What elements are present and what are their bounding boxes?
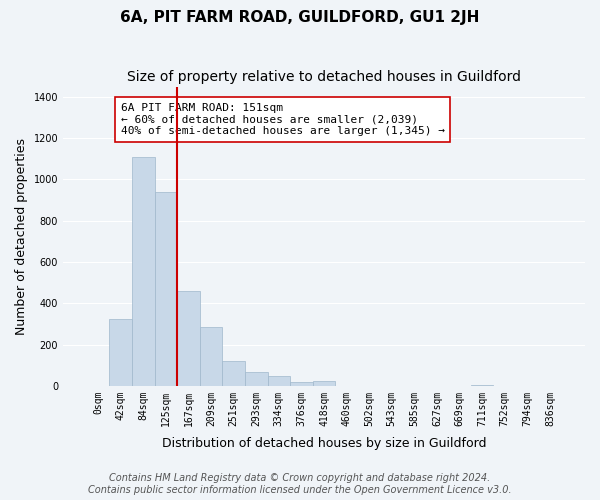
- Bar: [200, 327, 223, 386]
- Y-axis label: Number of detached properties: Number of detached properties: [15, 138, 28, 334]
- Bar: [132, 156, 155, 386]
- Bar: [109, 318, 132, 386]
- Bar: [245, 372, 268, 386]
- Text: 6A, PIT FARM ROAD, GUILDFORD, GU1 2JH: 6A, PIT FARM ROAD, GUILDFORD, GU1 2JH: [121, 10, 479, 25]
- Title: Size of property relative to detached houses in Guildford: Size of property relative to detached ho…: [127, 70, 521, 84]
- Bar: [155, 192, 177, 386]
- Bar: [290, 382, 313, 386]
- Bar: [223, 361, 245, 386]
- Bar: [471, 384, 493, 386]
- Bar: [313, 381, 335, 386]
- Text: Contains HM Land Registry data © Crown copyright and database right 2024.
Contai: Contains HM Land Registry data © Crown c…: [88, 474, 512, 495]
- Text: 6A PIT FARM ROAD: 151sqm
← 60% of detached houses are smaller (2,039)
40% of sem: 6A PIT FARM ROAD: 151sqm ← 60% of detach…: [121, 103, 445, 136]
- X-axis label: Distribution of detached houses by size in Guildford: Distribution of detached houses by size …: [162, 437, 486, 450]
- Bar: [268, 376, 290, 386]
- Bar: [177, 291, 200, 386]
